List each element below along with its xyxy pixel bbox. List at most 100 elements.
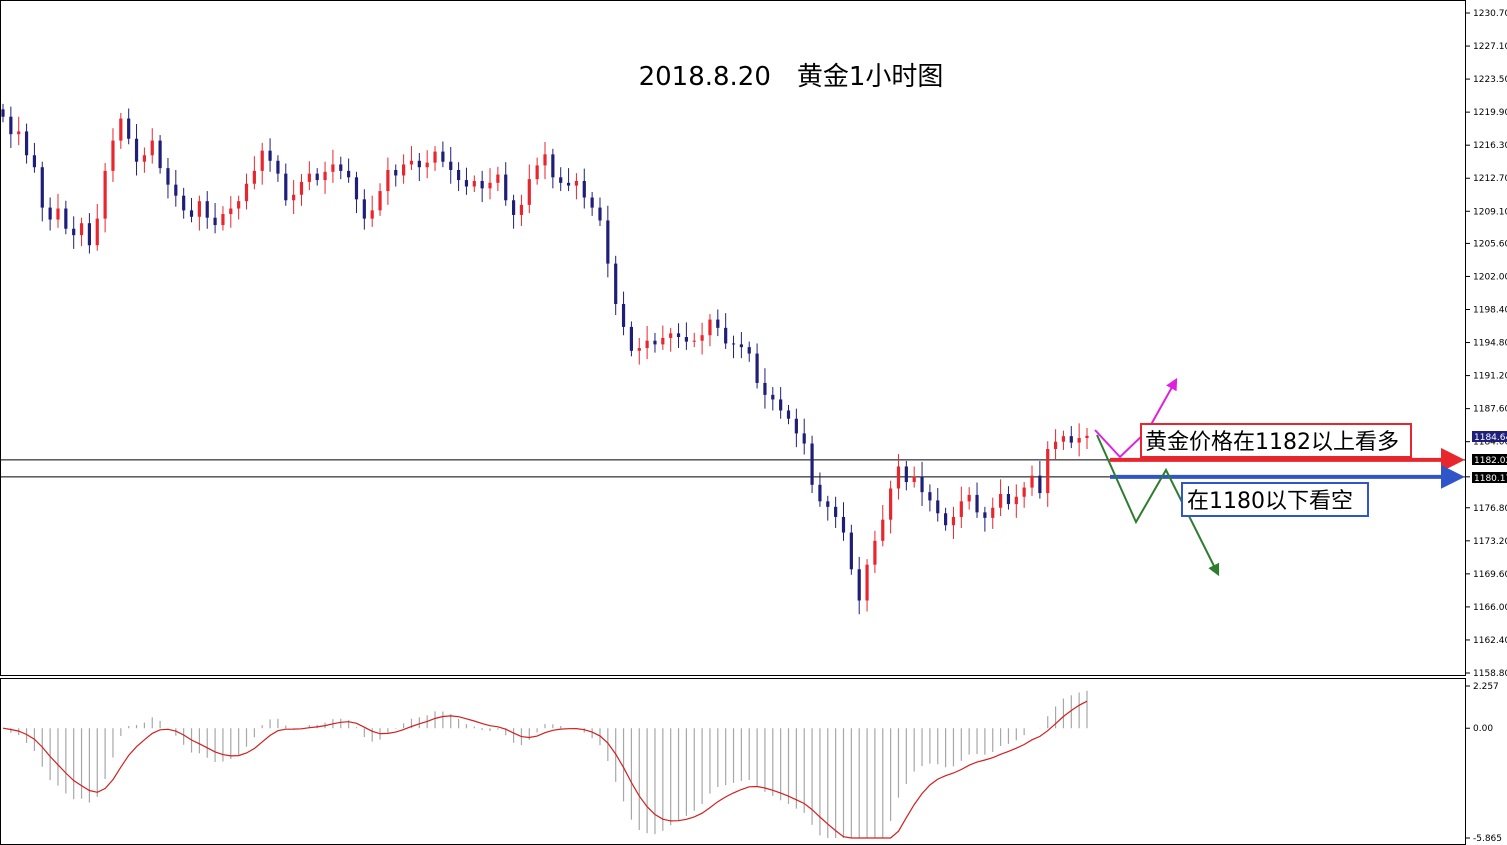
price-tick-label: 1191.20 [1473, 372, 1507, 382]
candle-body [606, 220, 610, 264]
candle-body [394, 169, 398, 176]
candle-body [724, 327, 728, 344]
price-tick-label: 1173.20 [1473, 537, 1507, 547]
candle-body [299, 181, 304, 195]
candle-body [362, 199, 366, 219]
current-price-tag [1472, 431, 1507, 442]
candle-body [535, 165, 539, 180]
indicator-tick-label: 2.257 [1473, 682, 1499, 692]
candle-body [865, 564, 869, 601]
candle-body [834, 506, 838, 517]
candle-body [881, 519, 885, 541]
bull-scenario-arrow [1094, 377, 1178, 459]
candle-body [1014, 496, 1018, 505]
candle-body [378, 191, 382, 211]
upper-level-tag [1472, 454, 1507, 465]
candle-body [519, 204, 524, 215]
candle-body [32, 155, 37, 168]
candle-body [127, 118, 131, 139]
candle-body [841, 516, 846, 533]
candle-body [339, 164, 343, 171]
price-panel-frame [0, 0, 1466, 676]
candle-body [771, 394, 775, 400]
candle-body [936, 500, 940, 514]
candle-body [221, 214, 225, 226]
candle-body [229, 208, 233, 215]
price-tick-label: 1230.70 [1473, 9, 1507, 19]
candle-body [276, 160, 280, 174]
candle-body [323, 171, 327, 181]
candle-body [983, 512, 987, 518]
price-tick-label: 1209.10 [1473, 207, 1507, 217]
candle-body [669, 333, 673, 338]
candle-body [959, 501, 963, 517]
candle-body [464, 180, 469, 187]
price-tick-label: 1187.60 [1473, 405, 1507, 415]
candle-body [347, 170, 351, 178]
price-tick-label: 1212.70 [1473, 174, 1507, 184]
candle-body [1038, 475, 1042, 494]
candle-body [425, 162, 429, 168]
candle-body [786, 410, 791, 419]
candle-body [488, 182, 492, 189]
candle-body [480, 180, 484, 189]
candle-body [95, 218, 99, 246]
candle-body [150, 140, 154, 156]
price-tick-label: 1216.30 [1473, 141, 1507, 151]
candle-body [543, 154, 547, 166]
candle-body [920, 476, 924, 493]
candle-body [1022, 487, 1026, 497]
candle-body [826, 501, 830, 507]
candle-body [755, 353, 759, 383]
candle-body [896, 466, 901, 489]
candle-body [119, 118, 123, 141]
candle-body [590, 197, 594, 208]
price-tick-label: 1169.60 [1473, 570, 1507, 580]
candle-body [527, 179, 531, 205]
bear-annotation-text: 在1180以下看空 [1187, 489, 1353, 514]
candle-body [645, 340, 649, 349]
candle-body [252, 170, 256, 184]
candle-body [637, 348, 641, 351]
lower-level-label: 1180.17 [1474, 474, 1507, 484]
candle-body [56, 208, 60, 220]
upper-level-label: 1182.02 [1474, 456, 1507, 466]
candlestick-series [1, 103, 1089, 615]
candle-body [661, 337, 665, 345]
price-tick-label: 1162.40 [1473, 636, 1507, 646]
lower-level-tag [1472, 472, 1507, 483]
candle-body [763, 382, 767, 395]
candle-body [779, 399, 783, 411]
candle-body [48, 207, 52, 220]
candle-body [912, 476, 916, 483]
candle-body [873, 540, 877, 565]
candle-body [794, 418, 798, 434]
candle-body [182, 195, 186, 211]
candle-body [692, 340, 696, 342]
candle-body [449, 161, 453, 170]
candle-body [889, 488, 893, 520]
price-tick-label: 1202.00 [1473, 272, 1507, 282]
candle-body [1053, 441, 1058, 450]
price-tick-label: 1176.80 [1473, 504, 1507, 514]
chart-title: 2018.8.20 黄金1小时图 [638, 62, 944, 92]
candle-body [197, 201, 201, 217]
candle-body [857, 569, 861, 601]
candle-body [566, 182, 571, 186]
candle-body [284, 173, 288, 201]
bear-annotation-box [1181, 482, 1369, 517]
candle-body [370, 210, 374, 219]
candle-body [614, 263, 618, 304]
price-level-lines [1, 459, 1466, 478]
candle-body [260, 150, 264, 171]
bull-annotation-box [1140, 423, 1412, 458]
bear-scenario-arrow [1096, 434, 1220, 577]
price-tick-label: 1194.80 [1473, 339, 1507, 349]
price-tick-label: 1198.40 [1473, 305, 1507, 315]
bull-annotation-text: 黄金价格在1182以上看多 [1145, 430, 1399, 455]
candle-body [559, 177, 563, 183]
candle-body [802, 433, 806, 444]
candle-body [708, 319, 712, 336]
